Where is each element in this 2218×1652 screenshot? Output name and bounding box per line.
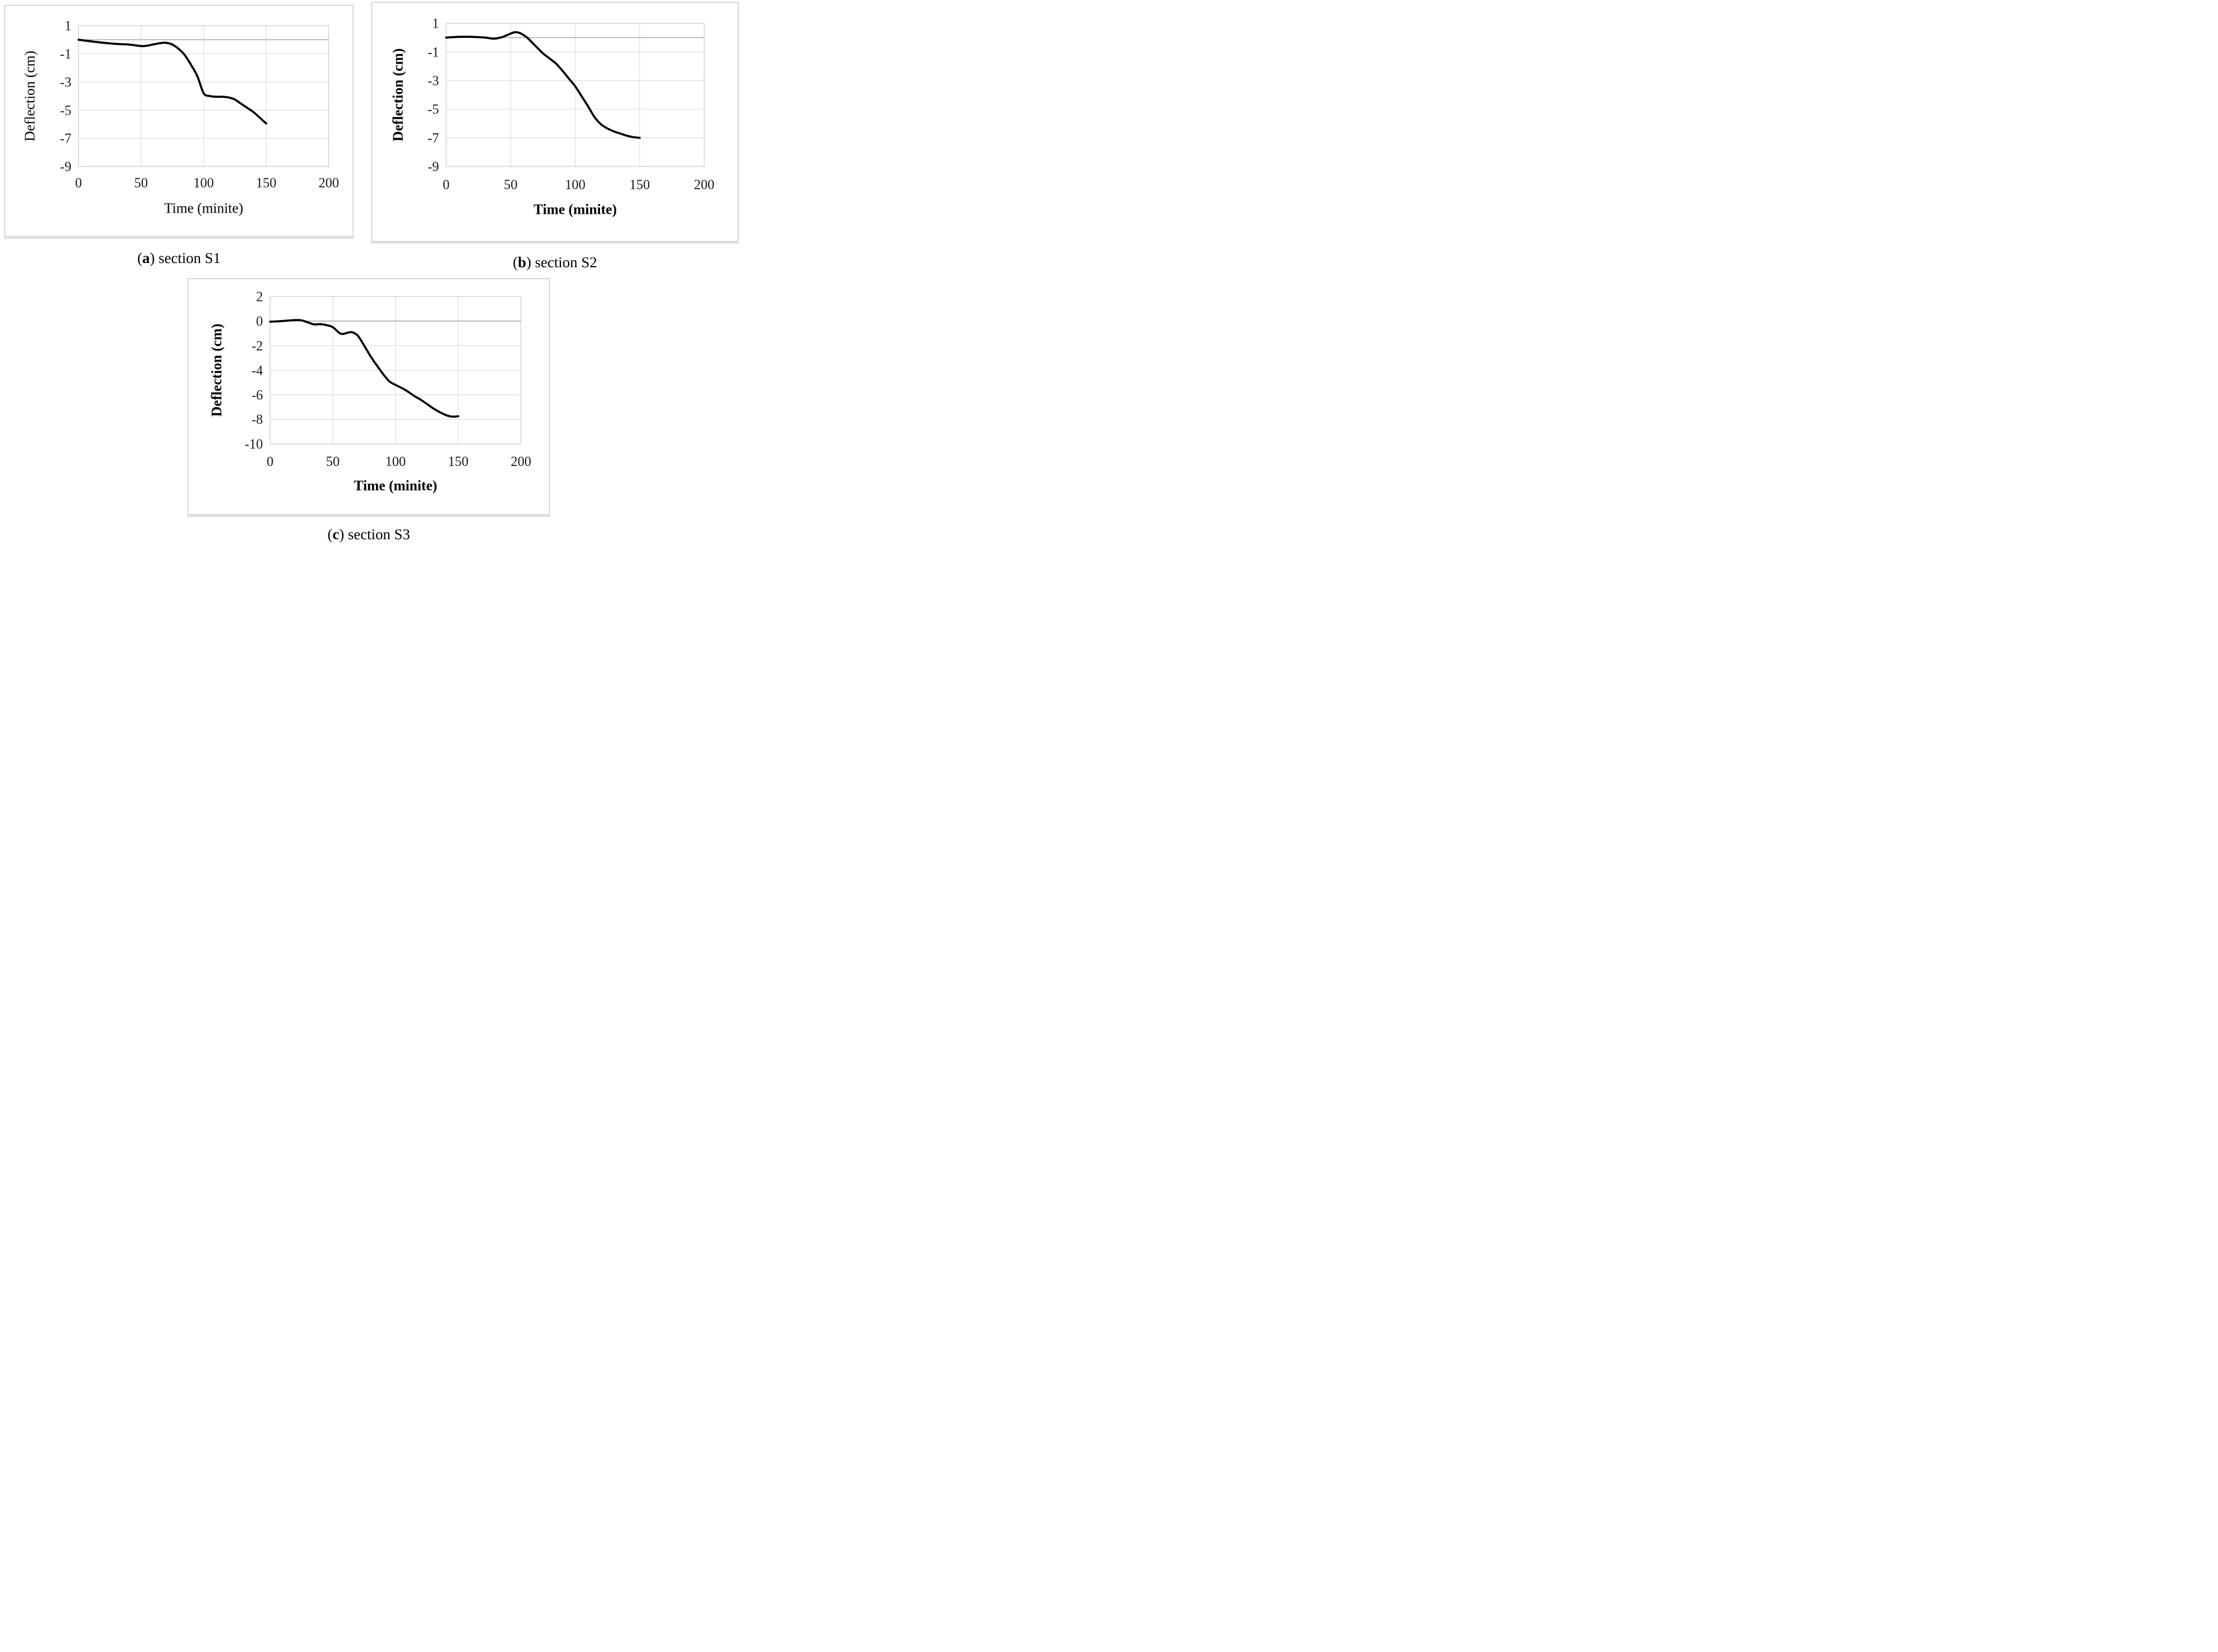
y-tick-label: -2: [252, 338, 263, 353]
y-axis-title: Deflection (cm): [23, 50, 38, 141]
figure-page: 1 -1 -3 -5 -7 -9 0 50 100 150 200 Time (minite) Defl…: [0, 0, 739, 551]
axis-tick-labels: 1 -1 -3 -5 -7 -9 0 50 100 150 200: [428, 16, 715, 192]
plot-area-border: [78, 25, 329, 167]
figure-panel-s1: 1 -1 -3 -5 -7 -9 0 50 100 150 200 Time (minite) Defl…: [4, 5, 354, 237]
deflection-curve: [445, 31, 641, 139]
x-tick-label: 150: [448, 454, 468, 469]
caption-paren-close: ): [339, 527, 345, 543]
y-tick-label: -9: [428, 159, 439, 174]
y-tick-label: -7: [428, 130, 439, 145]
chart-canvas-s1: 1 -1 -3 -5 -7 -9 0 50 100 150 200 Time (minite) Defl…: [23, 19, 339, 217]
y-tick-label: -8: [252, 412, 263, 427]
x-tick-label: 0: [443, 177, 449, 192]
y-tick-label: -5: [428, 102, 439, 117]
axis-tick-labels: 1 -1 -3 -5 -7 -9 0 50 100 150 200: [60, 19, 339, 190]
x-axis-title: Time (minite): [354, 478, 437, 494]
x-tick-label: 200: [318, 175, 339, 190]
x-tick-label: 50: [326, 454, 340, 469]
plot-area-border: [446, 23, 705, 167]
x-tick-label: 200: [694, 177, 714, 192]
caption-paren-open: (: [137, 250, 142, 267]
y-tick-label: -6: [252, 387, 263, 402]
y-tick-label: -9: [60, 159, 71, 174]
x-tick-label: 100: [193, 175, 214, 190]
y-tick-label: 1: [64, 19, 71, 34]
y-tick-label: 2: [256, 289, 262, 304]
x-tick-label: 50: [504, 177, 518, 192]
x-tick-label: 50: [135, 175, 148, 190]
y-tick-label: -3: [60, 74, 71, 89]
chart-canvas-s2: 1 -1 -3 -5 -7 -9 0 50 100 150 200 Time (minite) Defl…: [391, 16, 715, 218]
y-tick-label: 0: [256, 314, 262, 329]
deflection-curve: [77, 38, 268, 125]
x-tick-label: 100: [565, 177, 586, 192]
x-tick-label: 0: [75, 175, 82, 190]
gridlines: [78, 25, 329, 167]
caption-text: section S1: [154, 250, 221, 267]
deflection-curve: [268, 319, 459, 418]
y-axis-title: Deflection (cm): [210, 324, 225, 417]
chart-canvas-s3: 2 0 -2 -4 -6 -8 -10 0 50 100 150 200 Time (minite) De…: [210, 289, 532, 494]
caption-text: section S2: [531, 255, 598, 271]
caption-paren-close: ): [526, 255, 532, 271]
caption-paren-close: ): [150, 250, 155, 267]
x-axis-title: Time (minite): [164, 201, 243, 216]
y-tick-label: -7: [60, 131, 71, 146]
caption-paren-open: (: [512, 255, 518, 271]
y-tick-label: -1: [60, 46, 71, 61]
caption-text: section S3: [344, 527, 410, 543]
x-axis-title: Time (minite): [533, 202, 617, 217]
x-tick-label: 200: [511, 454, 531, 469]
y-axis-title: Deflection (cm): [391, 48, 407, 141]
y-tick-label: 1: [432, 16, 439, 31]
caption-paren-open: (: [327, 527, 333, 543]
caption-section-s1: (a) section S1: [4, 250, 354, 267]
caption-section-s2: (b) section S2: [371, 255, 739, 271]
caption-letter: b: [518, 255, 527, 271]
figure-panel-s3: 2 0 -2 -4 -6 -8 -10 0 50 100 150 200 Time (minite) De…: [187, 278, 550, 515]
y-tick-label: -1: [428, 44, 439, 59]
caption-section-s3: (c) section S3: [187, 527, 550, 543]
x-tick-label: 0: [267, 454, 273, 469]
y-tick-label: -4: [252, 363, 264, 378]
x-tick-label: 100: [385, 454, 405, 469]
y-tick-label: -5: [60, 103, 71, 118]
gridlines: [446, 23, 704, 167]
figure-panel-s2: 1 -1 -3 -5 -7 -9 0 50 100 150 200 Time (minite) Defl…: [371, 2, 739, 242]
x-tick-label: 150: [256, 175, 276, 190]
caption-letter: c: [332, 527, 339, 543]
axis-tick-labels: 2 0 -2 -4 -6 -8 -10 0 50 100 150 200: [244, 289, 531, 469]
x-tick-label: 150: [629, 177, 650, 192]
y-tick-label: -10: [244, 437, 262, 452]
gridlines: [270, 296, 521, 444]
y-tick-label: -3: [428, 73, 439, 88]
caption-letter: a: [142, 250, 150, 267]
plot-area-border: [270, 296, 522, 444]
